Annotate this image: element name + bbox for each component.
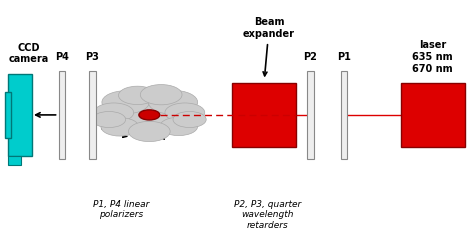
Circle shape [101,118,139,136]
Text: laser
635 nm
670 nm: laser 635 nm 670 nm [412,40,453,74]
Bar [89,71,96,159]
Bar [401,83,465,147]
Circle shape [111,97,187,133]
Circle shape [173,111,206,127]
Circle shape [165,103,205,122]
Circle shape [160,117,198,136]
Circle shape [92,111,126,127]
Bar [5,92,11,138]
Text: P1: P1 [337,52,351,62]
Circle shape [148,90,198,114]
Bar [8,156,21,165]
Text: P2, P3, quarter
wavelength
retarders: P2, P3, quarter wavelength retarders [234,200,301,230]
Text: CCD
camera: CCD camera [9,43,48,64]
Text: P3: P3 [85,52,100,62]
Bar [59,71,64,159]
Text: Beam
expander: Beam expander [243,17,295,76]
Bar [340,71,346,159]
Bar [232,83,296,147]
Bar [307,71,313,159]
Text: P4: P4 [55,52,69,62]
Circle shape [94,103,134,122]
Circle shape [102,91,149,114]
Text: P2: P2 [303,52,318,62]
Circle shape [128,121,170,142]
Circle shape [139,110,160,120]
Circle shape [140,84,182,105]
Text: P1, P4 linear
polarizers: P1, P4 linear polarizers [93,200,149,219]
Bar [8,74,32,156]
Circle shape [118,86,156,105]
